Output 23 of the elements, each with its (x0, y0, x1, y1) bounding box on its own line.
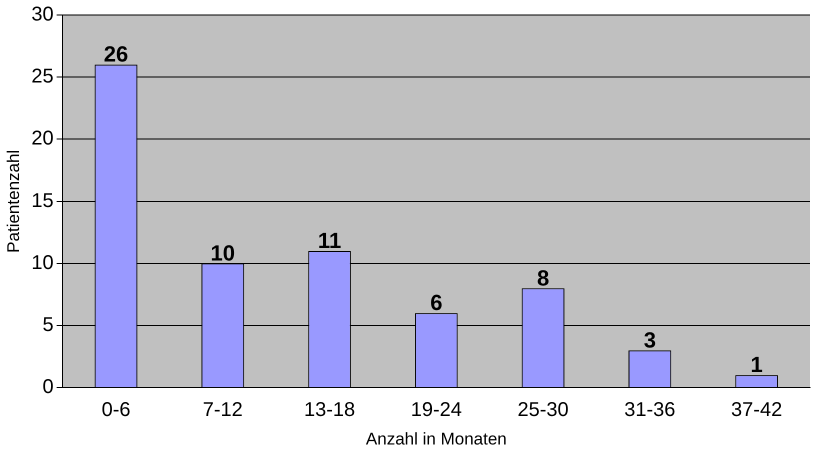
x-axis-title: Anzahl in Monaten (366, 429, 507, 448)
y-tick-label: 10 (31, 252, 54, 274)
x-tick-label: 13-18 (304, 399, 356, 422)
data-label: 8 (536, 265, 550, 290)
data-label: 10 (210, 240, 236, 266)
y-tick-label: 30 (31, 4, 54, 26)
y-tick-label: 5 (42, 314, 54, 336)
x-tick-label: 0-6 (102, 399, 130, 422)
x-tick-label: 25-30 (518, 399, 569, 422)
x-tick-label: 31-36 (624, 399, 676, 422)
y-tick-label: 15 (31, 190, 54, 212)
data-label: 1 (750, 352, 763, 378)
y-axis-title: Patientenzahl (4, 150, 23, 253)
x-tick-label: 7-12 (202, 399, 243, 422)
x-tick-label: 37-42 (731, 399, 782, 422)
data-label: 3 (644, 327, 656, 352)
y-tick-label: 20 (31, 128, 54, 150)
data-label: 26 (104, 42, 128, 67)
y-tick-label: 25 (31, 66, 54, 88)
data-label: 6 (430, 290, 442, 316)
x-tick-label: 19-24 (410, 399, 462, 422)
data-label: 11 (318, 228, 342, 254)
y-tick-label: 0 (42, 376, 54, 398)
